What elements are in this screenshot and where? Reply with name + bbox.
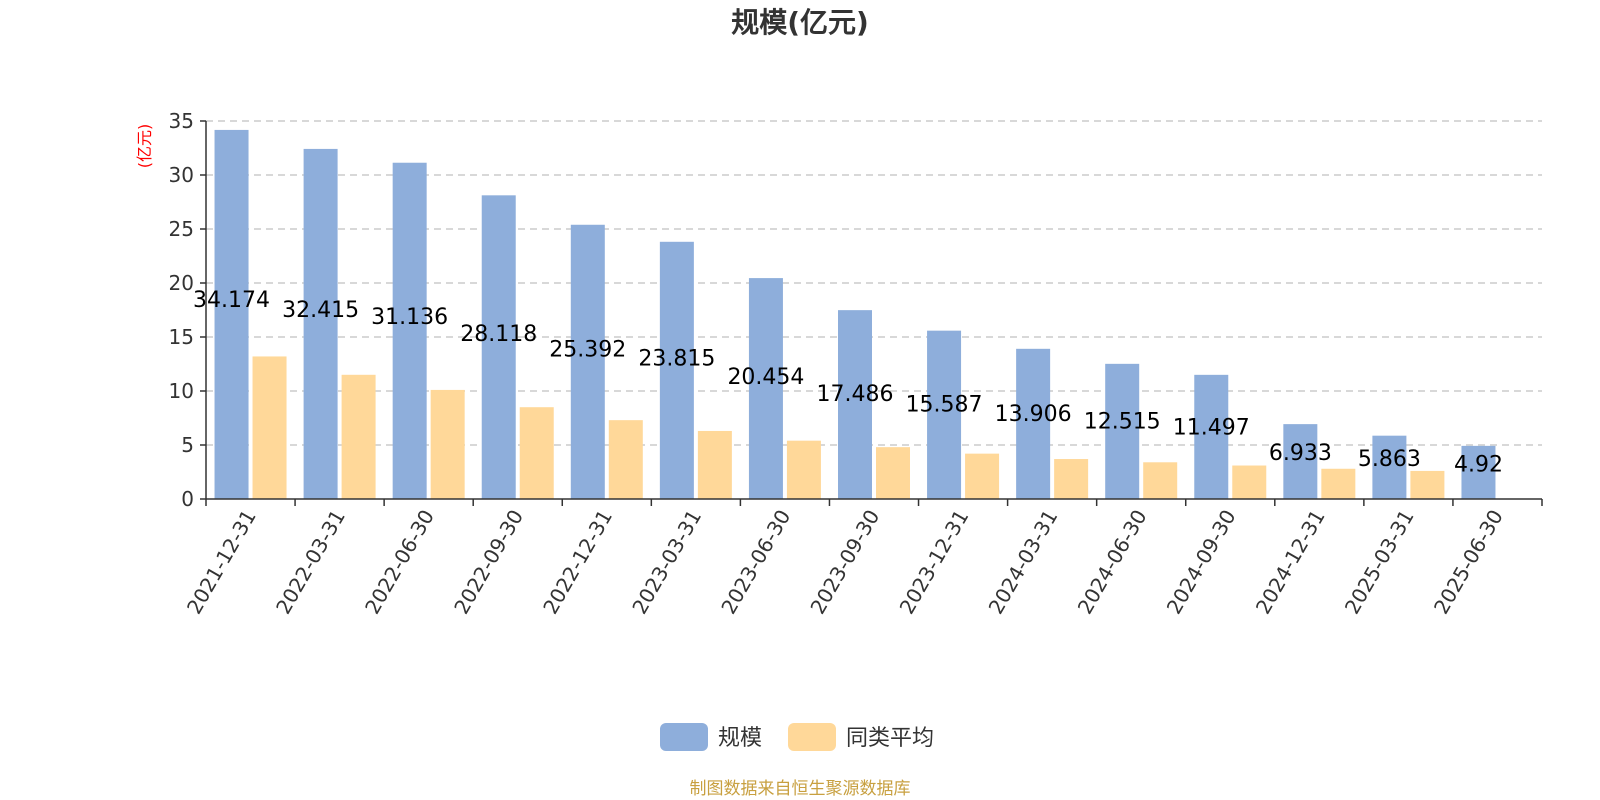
x-ticks: 2021-12-31 2022-03-31 2022-06-30 2022-09-30…	[182, 499, 1543, 619]
x-tick-label: 2021-12-31	[182, 506, 261, 619]
legend-label: 规模	[718, 726, 762, 751]
bar-规模	[1461, 445, 1496, 499]
x-tick-label: 2024-06-30	[1073, 506, 1152, 619]
gridlines	[206, 120, 1542, 446]
bar-规模	[303, 148, 338, 499]
y-tick-label: 30	[169, 163, 194, 187]
x-tick-label: 2022-09-30	[449, 506, 528, 619]
bar-同类平均	[341, 374, 376, 499]
x-tick-label: 2022-12-31	[538, 506, 617, 619]
chart-title: 规模(亿元)	[731, 6, 869, 39]
bars	[214, 129, 1496, 499]
y-tick-label: 20	[169, 271, 194, 295]
bar-同类平均	[252, 356, 287, 499]
data-label: 13.906	[995, 402, 1072, 427]
x-tick-label: 2024-12-31	[1251, 506, 1330, 619]
data-label: 34.174	[193, 288, 270, 313]
bar-规模	[1372, 435, 1407, 499]
legend[interactable]: 规模 同类平均	[660, 723, 934, 751]
y-tick-label: 15	[169, 325, 194, 349]
bar-同类平均	[1054, 459, 1089, 499]
y-tick-label: 25	[169, 217, 194, 241]
data-label: 15.587	[906, 392, 983, 417]
bar-规模	[659, 241, 694, 499]
bar-同类平均	[876, 447, 910, 499]
bar-规模	[927, 330, 962, 499]
legend-swatch	[788, 723, 836, 751]
bar-同类平均	[1143, 462, 1178, 499]
data-label: 4.92	[1454, 452, 1503, 477]
x-tick-label: 2022-06-30	[360, 505, 439, 618]
legend-item-规模[interactable]: 规模	[660, 723, 762, 751]
x-tick-label: 2022-03-31	[271, 506, 350, 619]
data-label: 17.486	[817, 382, 894, 407]
y-tick-label: 35	[169, 109, 194, 133]
legend-swatch	[660, 723, 708, 751]
bar-规模	[214, 129, 249, 499]
data-label: 20.454	[727, 365, 804, 390]
bar-同类平均	[965, 453, 1000, 499]
bar-同类平均	[1232, 465, 1267, 499]
y-tick-label: 10	[169, 379, 194, 403]
data-label: 5.863	[1358, 447, 1421, 472]
y-tick-label: 5	[181, 433, 194, 457]
bar-规模	[748, 278, 783, 499]
x-tick-label: 2023-12-31	[894, 506, 973, 619]
y-tick-label: 0	[181, 487, 194, 511]
data-label: 12.515	[1084, 410, 1161, 435]
data-label: 28.118	[460, 322, 537, 347]
bar-规模	[1105, 363, 1140, 499]
x-tick-label: 2023-03-31	[627, 506, 706, 619]
axes	[205, 121, 1542, 500]
bar-同类平均	[1410, 470, 1445, 499]
bar-同类平均	[430, 389, 465, 499]
data-label: 11.497	[1173, 415, 1250, 440]
bar-同类平均	[519, 407, 554, 499]
y-axis-label: (亿元)	[135, 124, 154, 169]
bar-规模	[1283, 424, 1318, 499]
x-tick-label: 2024-03-31	[984, 506, 1063, 619]
bar-同类平均	[608, 420, 643, 499]
data-label: 31.136	[371, 305, 448, 330]
bar-同类平均	[1321, 468, 1356, 499]
bar-规模	[1194, 374, 1229, 499]
y-ticks: 0 5 10 15 20 25 30 35	[169, 109, 206, 511]
bar-规模	[570, 224, 605, 499]
legend-item-同类平均[interactable]: 同类平均	[788, 723, 934, 751]
x-tick-label: 2023-09-30	[805, 506, 884, 619]
bar-规模	[1016, 348, 1051, 499]
bar-规模	[481, 195, 516, 499]
source-note: 制图数据来自恒生聚源数据库	[690, 779, 911, 799]
data-label: 32.415	[282, 298, 359, 323]
data-label: 23.815	[638, 346, 715, 371]
data-label: 25.392	[549, 337, 626, 362]
x-tick-label: 2023-06-30	[716, 506, 795, 619]
bar-同类平均	[786, 440, 821, 499]
bar-同类平均	[697, 430, 732, 499]
bar-规模	[838, 310, 872, 499]
data-labels: 34.174 32.415 31.136 28.118 25.392 23.815 20.4…	[193, 288, 1503, 477]
x-tick-label: 2025-06-30	[1429, 506, 1508, 619]
data-label: 6.933	[1269, 441, 1332, 466]
x-tick-label: 2025-03-31	[1340, 506, 1419, 619]
bar-规模	[392, 162, 427, 499]
legend-label: 同类平均	[846, 726, 934, 751]
x-tick-label: 2024-09-30	[1162, 506, 1241, 619]
